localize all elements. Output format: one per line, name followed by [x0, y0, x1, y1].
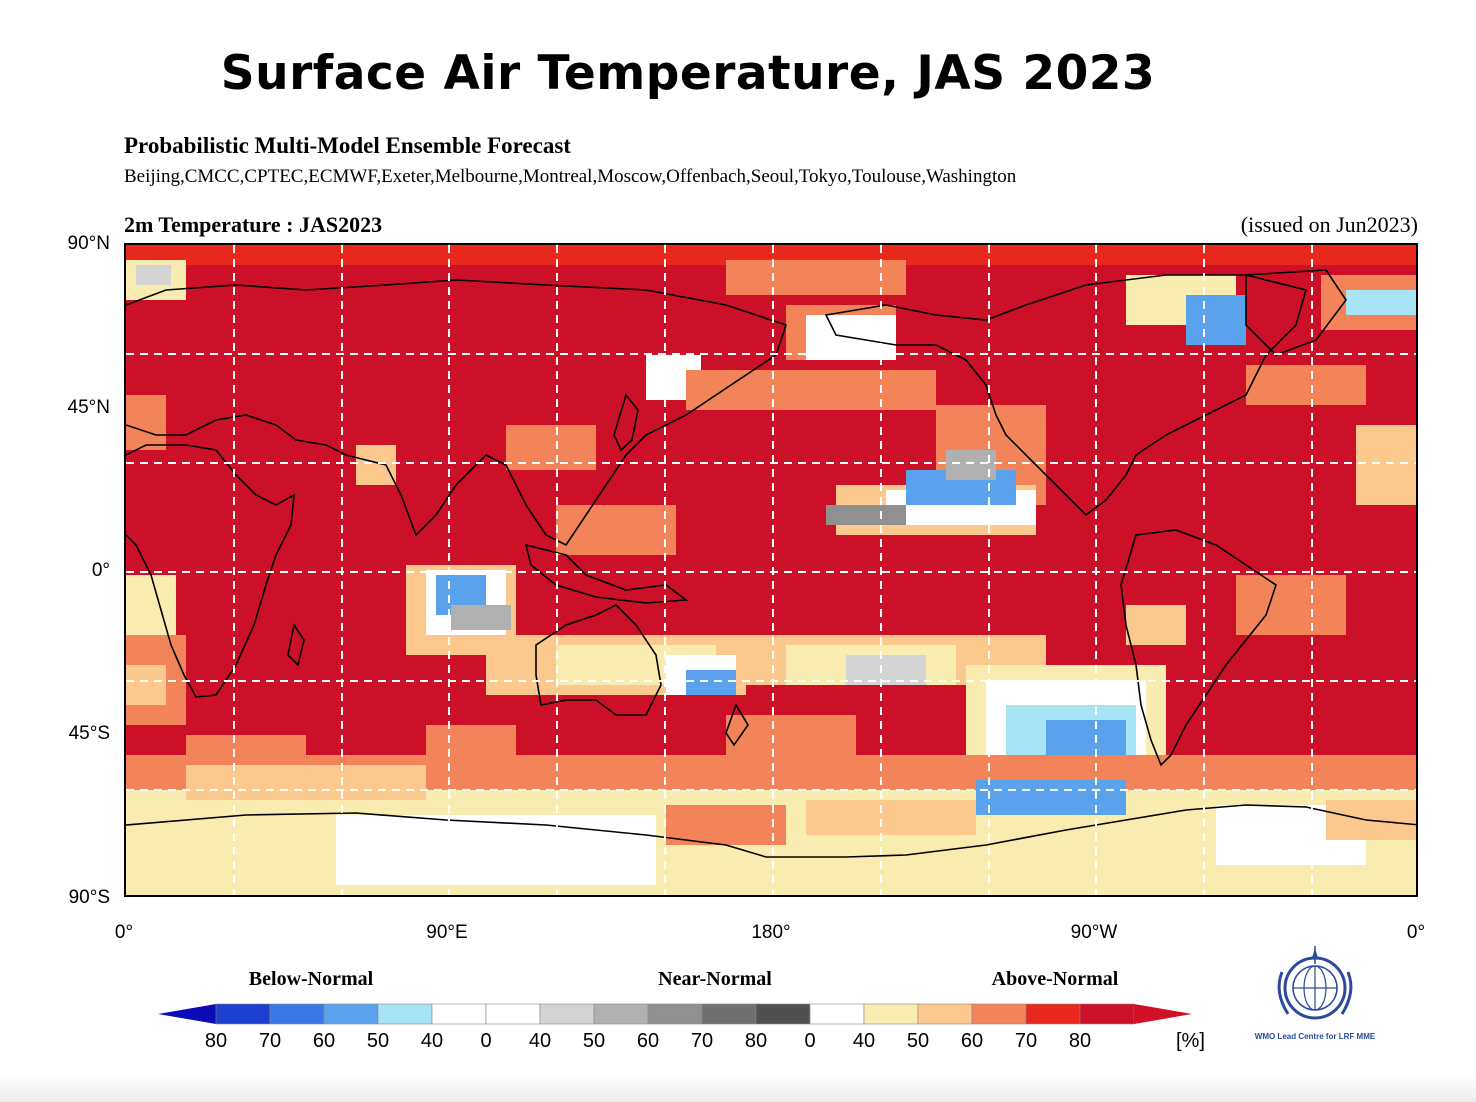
map-region: [451, 605, 511, 630]
legend-cell: [863, 1003, 919, 1025]
category-below-normal: Below-Normal: [248, 968, 374, 990]
legend-tick-label: 60: [960, 1030, 984, 1052]
map-region: [826, 505, 906, 525]
legend-cell: [377, 1003, 433, 1025]
legend-cell: [323, 1003, 379, 1025]
map-region: [336, 815, 656, 885]
legend-tick-label: 80: [744, 1030, 768, 1052]
legend-tick-label: 0: [804, 1030, 816, 1052]
legend-cell: [269, 1003, 325, 1025]
model-list: Beijing,CMCC,CPTEC,ECMWF,Exeter,Melbourn…: [124, 166, 1017, 187]
map-region: [686, 670, 736, 695]
lat-label-90s: 90°S: [68, 887, 110, 908]
legend-cell: [701, 1003, 757, 1025]
map-region: [126, 575, 176, 635]
map-region: [686, 370, 936, 410]
legend-tick-label: 60: [636, 1030, 660, 1052]
map-region: [126, 395, 166, 450]
category-near-normal: Near-Normal: [658, 968, 772, 990]
legend-tick-label: 40: [528, 1030, 552, 1052]
legend-cell: [593, 1003, 649, 1025]
legend-tick-label: 40: [852, 1030, 876, 1052]
legend-tick-label: 70: [690, 1030, 714, 1052]
forecast-map: [124, 243, 1418, 897]
lon-label-0-east: 0°: [1406, 922, 1426, 943]
indonesia-outline: [524, 543, 689, 604]
map-region: [1236, 575, 1346, 635]
legend-cells: [215, 1003, 1135, 1025]
legend-tick-label: 0: [480, 1030, 492, 1052]
map-region: [726, 260, 906, 295]
footer-bar: [0, 1074, 1476, 1102]
map-region: [136, 265, 171, 285]
map-region: [976, 780, 1126, 815]
map-region: [1346, 290, 1416, 315]
legend-cell: [1079, 1003, 1135, 1025]
legend-tick-label: 50: [582, 1030, 606, 1052]
lat-label-45n: 45°N: [67, 397, 110, 418]
lat-label-90n: 90°N: [67, 233, 110, 254]
legend-arrow-low: [158, 1004, 216, 1024]
map-region: [806, 800, 976, 835]
new-zealand-outline: [725, 703, 749, 747]
legend-tick-label: 70: [1014, 1030, 1038, 1052]
wmo-emblem-icon: [1277, 946, 1353, 1020]
legend-tick-label: 70: [258, 1030, 282, 1052]
map-region: [556, 505, 676, 555]
legend-tick-label: 50: [906, 1030, 930, 1052]
legend-cell: [917, 1003, 973, 1025]
south-america-outline: [1120, 529, 1277, 767]
legend-cell: [971, 1003, 1027, 1025]
map-region: [1246, 365, 1366, 405]
lon-label-90e: 90°E: [426, 922, 468, 943]
map-region: [1356, 425, 1416, 505]
legend-cell: [647, 1003, 703, 1025]
category-above-normal: Above-Normal: [991, 968, 1119, 990]
graticule: [126, 245, 1416, 895]
legend-cell: [809, 1003, 865, 1025]
legend-tick-label: 40: [420, 1030, 444, 1052]
legend-tick-label: 50: [366, 1030, 390, 1052]
lon-label-0: 0°: [114, 922, 134, 943]
map-label: 2m Temperature : JAS2023: [124, 212, 383, 237]
forecast-subtitle: Probabilistic Multi-Model Ensemble Forec…: [124, 133, 571, 158]
map-region: [126, 665, 166, 705]
legend-cell: [485, 1003, 541, 1025]
lon-label-180: 180°: [751, 922, 791, 943]
legend-unit: [%]: [1176, 1030, 1205, 1052]
lon-label-90w: 90°W: [1070, 922, 1118, 943]
legend-cell: [1025, 1003, 1081, 1025]
legend-tick-label: 60: [312, 1030, 336, 1052]
map-region: [946, 450, 996, 480]
japan-outline: [613, 393, 639, 452]
antarctica-outline: [126, 804, 1416, 858]
legend-cell: [539, 1003, 595, 1025]
north-america-outline: [824, 274, 1307, 517]
logo-caption: WMO Lead Centre for LRF MME: [1254, 1032, 1376, 1041]
africa-outline: [126, 444, 295, 698]
map-region: [356, 445, 396, 485]
legend-tick-label: 80: [204, 1030, 228, 1052]
map-region: [186, 765, 426, 800]
map-region: [1186, 295, 1246, 345]
issued-date: (issued on Jun2023): [1240, 212, 1418, 237]
page-title: Surface Air Temperature, JAS 2023: [220, 46, 1156, 101]
map-canvas: [126, 245, 1416, 895]
legend-cell: [215, 1003, 271, 1025]
legend-tick-label: 80: [1068, 1030, 1092, 1052]
legend-cell: [431, 1003, 487, 1025]
australia-outline: [535, 604, 662, 716]
map-region: [666, 805, 786, 845]
lat-label-45s: 45°S: [68, 723, 110, 744]
greenland-outline: [1245, 269, 1347, 356]
legend-arrow-high: [1134, 1004, 1192, 1024]
legend-cell: [755, 1003, 811, 1025]
color-legend: [158, 1003, 1192, 1025]
lat-label-equator: 0°: [91, 560, 110, 581]
map-region: [1126, 605, 1186, 645]
madagascar-outline: [287, 622, 305, 667]
